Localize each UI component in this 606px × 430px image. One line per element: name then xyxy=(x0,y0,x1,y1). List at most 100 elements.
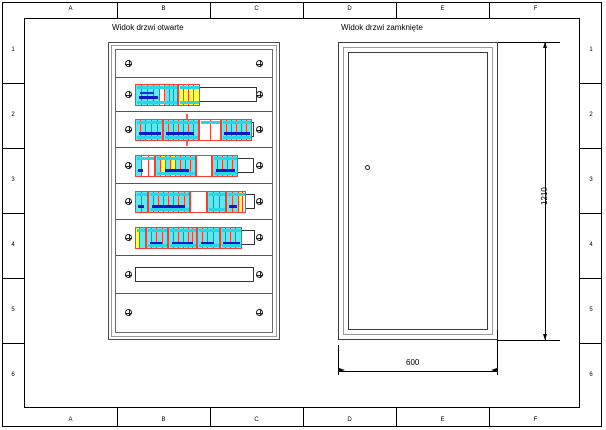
dimension-extension-top xyxy=(498,42,560,43)
breaker-group xyxy=(168,227,197,249)
terminal-tick xyxy=(150,208,189,211)
busbar xyxy=(138,169,143,172)
mounting-screw-icon xyxy=(125,162,132,169)
mounting-screw-icon xyxy=(256,234,263,241)
zone-label-top-c: C xyxy=(254,6,259,12)
zone-label-right-4: 4 xyxy=(589,242,593,248)
breaker-module xyxy=(140,228,145,248)
dimension-arrow-down xyxy=(543,334,547,340)
zone-tick-right-2 xyxy=(580,148,602,149)
breaker-module xyxy=(179,228,184,248)
zone-tick-left-4 xyxy=(2,278,24,279)
zone-label-bottom-c: C xyxy=(254,417,259,423)
breaker-group xyxy=(135,155,155,177)
terminal-tick xyxy=(137,121,162,124)
busbar xyxy=(150,242,162,245)
breaker-module xyxy=(221,228,226,248)
zone-tick-right-1 xyxy=(580,83,602,84)
breaker-module xyxy=(189,120,194,140)
zone-label-right-1: 1 xyxy=(589,47,593,53)
terminal-tick xyxy=(222,229,241,232)
breaker-module xyxy=(198,228,203,248)
breaker-module xyxy=(193,228,196,248)
zone-label-bottom-a: A xyxy=(68,417,73,423)
zone-label-right-6: 6 xyxy=(589,372,593,378)
dimension-extension-right xyxy=(497,330,498,375)
neutral-block xyxy=(161,156,166,176)
breaker-module xyxy=(136,85,142,105)
dimension-extension-bottom xyxy=(498,340,560,341)
zone-tick-bottom-3 xyxy=(303,408,304,427)
busbar xyxy=(152,205,185,208)
breaker-group xyxy=(221,119,252,141)
breaker-module xyxy=(226,228,231,248)
terminal-tick xyxy=(222,244,241,247)
neutral-block xyxy=(194,85,199,105)
mounting-screw-icon xyxy=(256,271,263,278)
door-panel xyxy=(348,52,488,330)
zone-label-left-1: 1 xyxy=(11,47,15,53)
terminal-tick xyxy=(170,244,196,247)
breaker-module xyxy=(169,120,174,140)
zone-tick-bottom-4 xyxy=(396,408,397,427)
breaker-module xyxy=(154,85,160,105)
breaker-module xyxy=(142,192,147,212)
breaker-module xyxy=(146,120,152,140)
mounting-screw-icon xyxy=(125,198,132,205)
breaker-module xyxy=(208,228,214,248)
terminal-tick xyxy=(223,121,251,124)
rail-row-2 xyxy=(116,78,272,112)
zone-tick-bottom-5 xyxy=(489,408,490,427)
neutral-block xyxy=(239,192,243,212)
breaker-group xyxy=(178,84,200,106)
mounting-screw-icon xyxy=(256,198,263,205)
breaker-module xyxy=(191,192,206,212)
breaker-module xyxy=(164,192,169,212)
breaker-module xyxy=(160,85,165,105)
terminal-tick xyxy=(170,229,196,232)
neutral-block xyxy=(189,85,194,105)
terminal-tick xyxy=(137,101,177,104)
mounting-screw-icon xyxy=(125,60,132,67)
cabinet-frame-mid xyxy=(111,45,277,337)
terminal-tick xyxy=(199,229,219,232)
breaker-module xyxy=(184,228,189,248)
breaker-module xyxy=(214,228,219,248)
terminal-tick xyxy=(165,121,198,124)
din-channel-blank xyxy=(135,267,254,282)
breaker-module xyxy=(159,192,164,212)
terminal-tick xyxy=(165,136,198,139)
terminal-tick xyxy=(214,172,237,175)
breaker-module xyxy=(165,85,170,105)
zone-tick-right-3 xyxy=(580,213,602,214)
terminal-tick xyxy=(137,86,177,89)
breaker-module xyxy=(136,120,141,140)
busbar xyxy=(140,92,154,94)
sheet-border-outer xyxy=(2,2,602,427)
breaker-module xyxy=(174,120,179,140)
terminal-tick xyxy=(148,229,167,232)
breaker-module xyxy=(233,156,237,176)
breaker-group xyxy=(135,227,146,249)
breaker-module xyxy=(211,120,220,140)
terminal-tick xyxy=(209,208,225,211)
zone-label-right-3: 3 xyxy=(589,177,593,183)
breaker-module xyxy=(227,192,233,212)
breaker-module xyxy=(231,228,236,248)
terminal-tick xyxy=(157,172,195,175)
dimension-label-height: 1210 xyxy=(540,187,549,205)
rail-row-8 xyxy=(116,294,272,332)
zone-tick-bottom-2 xyxy=(210,408,211,427)
breaker-module xyxy=(157,228,163,248)
zone-label-right-5: 5 xyxy=(589,307,593,313)
din-channel-blank xyxy=(194,87,257,102)
breaker-module xyxy=(242,120,247,140)
neutral-block xyxy=(184,85,189,105)
breaker-module xyxy=(200,120,211,140)
door-lock-icon[interactable] xyxy=(365,165,370,170)
breaker-group xyxy=(135,119,163,141)
breaker-group xyxy=(196,155,212,177)
breaker-module xyxy=(232,120,237,140)
sheet-border-inner xyxy=(24,18,580,408)
zone-tick-left-1 xyxy=(2,83,24,84)
